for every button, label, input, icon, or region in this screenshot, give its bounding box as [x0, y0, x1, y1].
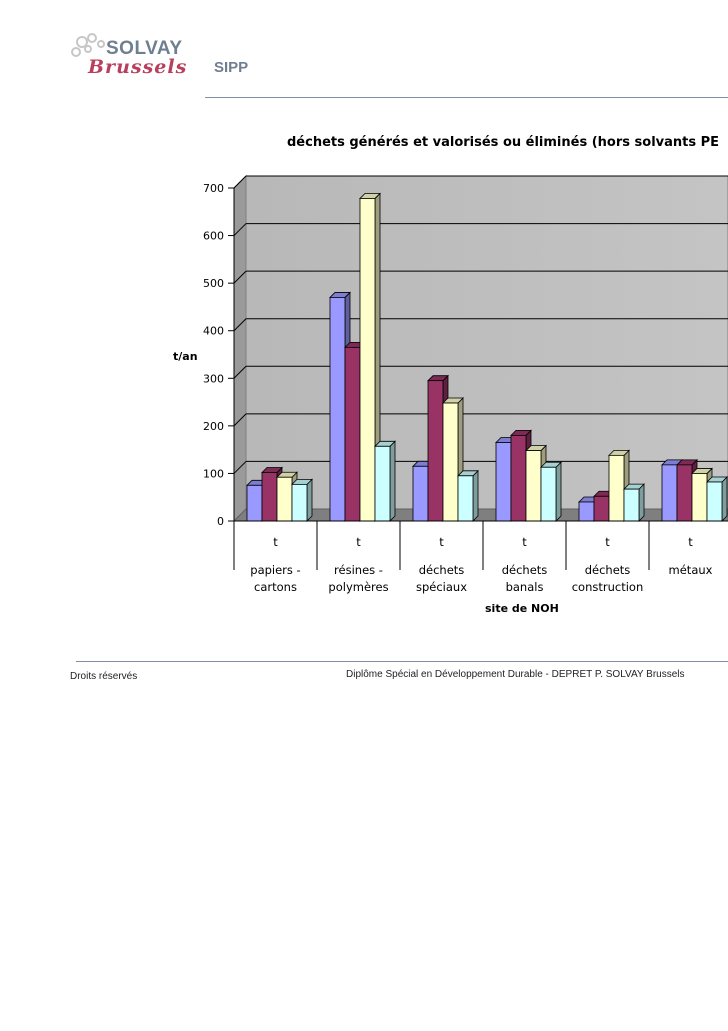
bar-side — [555, 461, 562, 522]
bar-side — [306, 478, 313, 522]
bar — [291, 478, 313, 522]
bar — [623, 483, 645, 522]
bar-front — [412, 465, 429, 522]
category-label: banals — [506, 580, 544, 594]
bar-side — [472, 469, 479, 522]
y-tick-label: 600 — [203, 230, 224, 243]
bar-front — [374, 445, 391, 522]
footer-copyright: Droits réservés — [70, 671, 138, 682]
plot-back-wall — [245, 175, 728, 510]
bar-front — [706, 481, 723, 522]
category-label: résines - — [334, 563, 383, 577]
solvay-brussels-logo: SOLVAY Brussels SIPP — [68, 32, 268, 102]
bar-front — [329, 297, 346, 522]
bar-side — [638, 483, 645, 522]
plot-side-wall — [233, 174, 247, 523]
bar-front — [246, 484, 263, 522]
category-label: déchets — [419, 563, 465, 577]
bar-front — [540, 466, 557, 522]
category-label: papiers - — [250, 563, 300, 577]
gridline-side — [233, 223, 247, 236]
bar — [374, 440, 396, 522]
bar-front — [261, 472, 278, 522]
logo-molecule-icon — [71, 33, 105, 57]
bar-front — [593, 495, 610, 522]
category-label: polymères — [328, 580, 388, 594]
y-tick-label: 500 — [203, 277, 224, 290]
bar-front — [525, 450, 542, 522]
bar-front — [276, 476, 293, 522]
logo-sipp-text: SIPP — [214, 59, 249, 76]
bar-side — [721, 476, 728, 522]
category-label: métaux — [669, 563, 713, 577]
y-tick-label: 0 — [217, 515, 224, 528]
bar-front — [661, 464, 678, 522]
bar-front — [578, 501, 595, 522]
category-label: déchets — [585, 563, 631, 577]
y-axis-label: t/an — [173, 350, 198, 363]
gridline-side — [233, 365, 247, 379]
bar-chart: déchets générés et valorisés ou éliminés… — [173, 135, 728, 615]
footer-course-credit: Diplôme Spécial en Développement Durable… — [346, 669, 685, 680]
category-unit-label: t — [356, 535, 361, 549]
bar-side — [389, 440, 396, 522]
gridline-side — [233, 413, 247, 427]
bar-front — [344, 346, 361, 522]
bar — [706, 476, 728, 522]
bar-front — [495, 442, 512, 522]
gridline-side — [233, 270, 247, 284]
bar — [457, 469, 479, 522]
y-tick-label: 200 — [203, 420, 224, 433]
category-unit-label: t — [522, 535, 527, 549]
category-unit-label: t — [688, 535, 693, 549]
bar-front — [291, 483, 308, 522]
y-tick-label: 400 — [203, 325, 224, 338]
bar-front — [359, 198, 376, 522]
footer-divider — [76, 661, 728, 662]
bar — [359, 192, 381, 522]
category-unit-label: t — [439, 535, 444, 549]
category-label: construction — [572, 580, 644, 594]
bar-front — [676, 464, 693, 522]
bar-front — [623, 488, 640, 522]
gridline-side — [233, 461, 247, 474]
y-tick-label: 700 — [203, 182, 224, 195]
category-unit-label: t — [605, 535, 610, 549]
category-unit-label: t — [273, 535, 278, 549]
bar-front — [427, 380, 444, 522]
bar-front — [442, 402, 459, 522]
category-label: spéciaux — [416, 580, 467, 594]
bar-front — [510, 434, 527, 522]
category-label: déchets — [502, 563, 548, 577]
category-label: cartons — [254, 580, 297, 594]
y-tick-label: 300 — [203, 372, 224, 385]
chart-title: déchets générés et valorisés ou éliminés… — [287, 135, 719, 150]
bar — [540, 461, 562, 522]
bar-front — [691, 473, 708, 522]
bar-front — [457, 475, 474, 522]
gridline-side — [233, 175, 247, 189]
gridline-side — [233, 318, 247, 332]
x-axis-label: site de NOH — [485, 602, 559, 615]
logo-solvay-text: SOLVAY — [106, 38, 183, 59]
header-divider — [205, 97, 728, 98]
bar-front — [608, 454, 625, 522]
logo-brussels-text: Brussels — [88, 56, 188, 78]
y-tick-label: 100 — [203, 467, 224, 480]
